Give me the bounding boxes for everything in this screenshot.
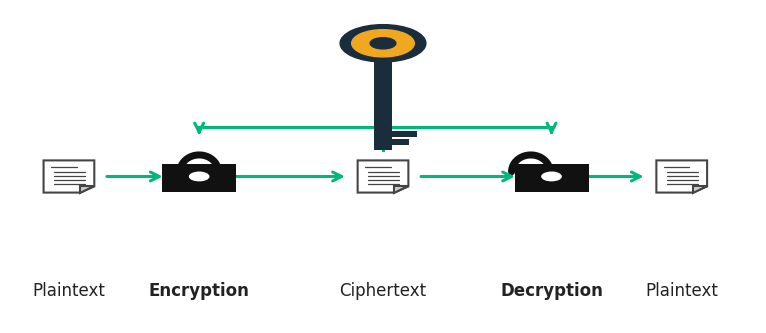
- Polygon shape: [358, 161, 408, 192]
- Bar: [162, 172, 236, 175]
- Polygon shape: [693, 186, 707, 192]
- Polygon shape: [656, 161, 707, 192]
- Text: Decryption: Decryption: [500, 282, 603, 300]
- Bar: [515, 164, 588, 192]
- Polygon shape: [394, 186, 408, 192]
- Circle shape: [340, 25, 426, 62]
- Circle shape: [370, 38, 396, 49]
- Polygon shape: [44, 161, 94, 192]
- Bar: [374, 61, 392, 150]
- Circle shape: [352, 30, 414, 57]
- Text: Encryption: Encryption: [149, 282, 250, 300]
- Bar: [162, 164, 236, 192]
- Polygon shape: [80, 186, 94, 192]
- Bar: [392, 131, 417, 137]
- Text: Plaintext: Plaintext: [32, 282, 106, 300]
- Circle shape: [189, 172, 209, 181]
- Bar: [196, 172, 202, 177]
- Circle shape: [542, 172, 561, 181]
- Bar: [392, 139, 408, 145]
- Text: Ciphertext: Ciphertext: [339, 282, 427, 300]
- Text: Plaintext: Plaintext: [645, 282, 719, 300]
- Bar: [548, 172, 555, 177]
